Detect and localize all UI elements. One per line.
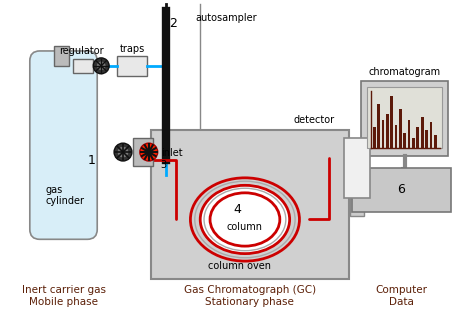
Bar (344, 138, 370, 198)
Text: 5: 5 (353, 146, 361, 159)
Bar (151, 130, 349, 279)
Text: detector: detector (293, 115, 334, 125)
Bar (425, 130, 428, 148)
Text: 2: 2 (170, 17, 177, 30)
Text: gas
cylinder: gas cylinder (46, 185, 85, 206)
Circle shape (96, 61, 106, 71)
Text: autosampler: autosampler (195, 13, 257, 23)
Bar (361, 81, 448, 156)
Bar (350, 198, 364, 215)
Text: Inert carrier gas
Mobile phase: Inert carrier gas Mobile phase (21, 285, 106, 307)
Bar (408, 120, 410, 148)
Bar (382, 120, 384, 148)
Bar (373, 127, 375, 148)
Text: traps: traps (120, 44, 145, 54)
Circle shape (140, 143, 158, 161)
Text: Computer
Data: Computer Data (375, 285, 428, 307)
Bar (390, 96, 393, 148)
Bar (367, 87, 442, 148)
Text: regulator: regulator (60, 46, 104, 56)
Circle shape (117, 146, 129, 158)
Bar (386, 115, 389, 148)
Bar (117, 56, 147, 76)
Bar (54, 46, 70, 66)
Text: column: column (227, 222, 263, 232)
Bar (403, 132, 406, 148)
Bar (377, 104, 380, 148)
Text: inlet
3: inlet 3 (161, 148, 182, 170)
Circle shape (93, 58, 109, 74)
Bar (429, 122, 432, 148)
Bar (73, 59, 93, 73)
Bar (352, 168, 451, 212)
Bar (421, 117, 423, 148)
Text: 6: 6 (398, 183, 405, 196)
Ellipse shape (201, 186, 290, 253)
Text: chromatogram: chromatogram (368, 67, 441, 77)
Bar (399, 109, 401, 148)
Text: Gas Chromatograph (GC)
Stationary phase: Gas Chromatograph (GC) Stationary phase (184, 285, 316, 307)
FancyBboxPatch shape (30, 51, 97, 239)
Bar (395, 125, 397, 148)
Text: 4: 4 (233, 203, 241, 216)
Circle shape (114, 143, 132, 161)
Text: 1: 1 (87, 154, 95, 166)
Bar (434, 135, 437, 148)
Bar (133, 138, 153, 166)
Text: column oven: column oven (209, 261, 272, 271)
Bar (417, 127, 419, 148)
Bar (412, 138, 415, 148)
